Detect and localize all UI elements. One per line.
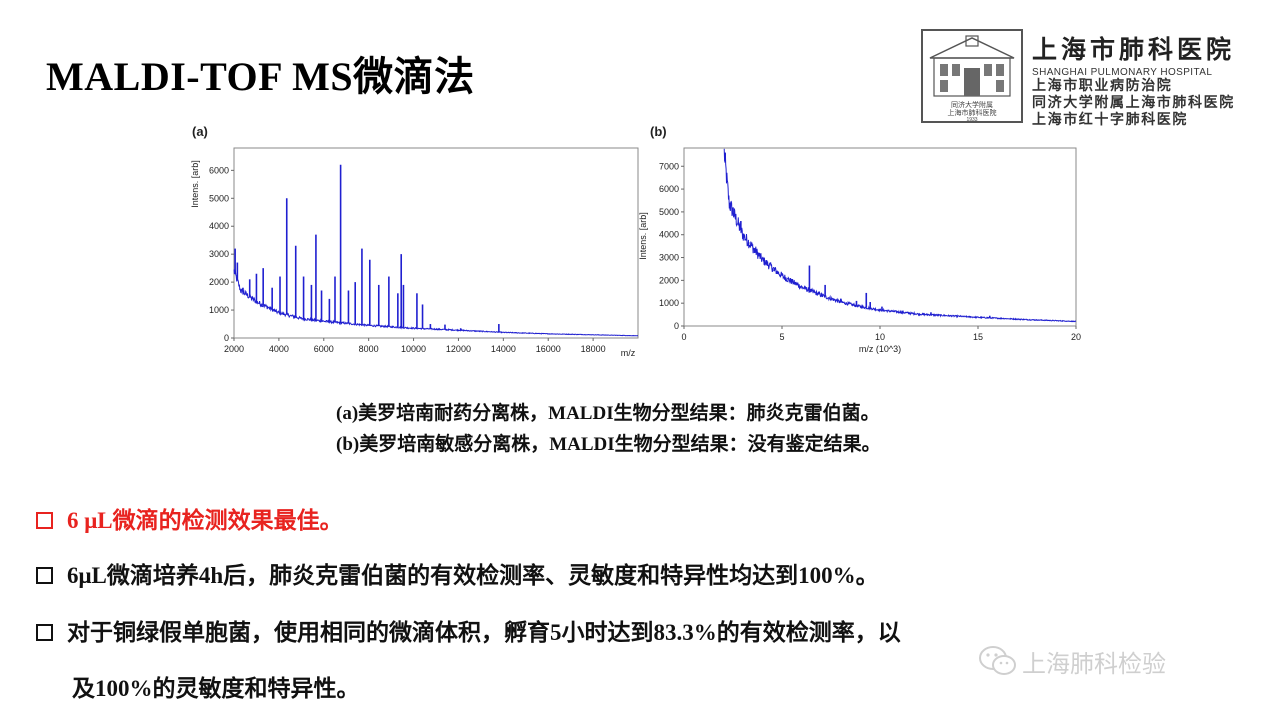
x-tick-label: 10000 <box>401 344 426 354</box>
x-tick-label: 6000 <box>314 344 334 354</box>
y-axis-label: Intens. [arb] <box>638 212 648 260</box>
panel-label: (a) <box>192 124 208 139</box>
spectrum-chart-a: 0 1000 2000 3000 4000 5000 6000 2000 4000 6000 800… <box>190 124 639 358</box>
bullet-2-text: 6μL微滴培养4h后，肺炎克雷伯菌的有效检测率、灵敏度和特异性均达到100%。 <box>67 563 879 588</box>
spectrum-trace <box>723 148 1077 323</box>
x-axis-label: m/z (10^3) <box>859 344 901 354</box>
bullet-3: 对于铜绿假单胞菌，使用相同的微滴体积，孵育5小时达到83.3%的有效检测率，以 <box>36 606 901 660</box>
y-tick-label: 2000 <box>209 277 229 287</box>
slide-title: MALDI-TOF MS微滴法 <box>46 54 475 99</box>
hospital-line-2: 同济大学附属上海市肺科医院 <box>1032 96 1235 111</box>
figure-caption: (a)美罗培南耐药分离株，MALDI生物分型结果：肺炎克雷伯菌。 (b)美罗培南… <box>336 398 881 460</box>
hospital-line-3: 上海市红十字肺科医院 <box>1032 113 1188 128</box>
y-tick-label: 5000 <box>209 193 229 203</box>
hospital-line-1: 上海市职业病防治院 <box>1032 79 1173 94</box>
x-tick-label: 10 <box>875 332 885 342</box>
x-tick-label: 0 <box>681 332 686 342</box>
x-tick-label: 8000 <box>359 344 379 354</box>
wechat-watermark: 上海肺科检验 <box>978 642 1258 682</box>
caption-line-b: (b)美罗培南敏感分离株，MALDI生物分型结果：没有鉴定结果。 <box>336 434 881 455</box>
bullet-3-text: 对于铜绿假单胞菌，使用相同的微滴体积，孵育5小时达到83.3%的有效检测率，以 <box>67 620 901 645</box>
y-axis-label: Intens. [arb] <box>190 160 200 208</box>
checkbox-square-icon <box>36 512 53 529</box>
y-tick-label: 0 <box>674 321 679 331</box>
y-tick-label: 2000 <box>659 275 679 285</box>
x-tick-label: 20 <box>1071 332 1081 342</box>
spectrum-trace <box>233 269 639 337</box>
y-tick-label: 4000 <box>659 230 679 240</box>
bullet-3-continuation: 及100%的灵敏度和特异性。 <box>72 676 360 701</box>
x-tick-label: 18000 <box>581 344 606 354</box>
y-tick-label: 0 <box>224 333 229 343</box>
y-tick-label: 1000 <box>659 298 679 308</box>
spectrum-chart-b: 0 1000 2000 3000 4000 5000 6000 7000 0 5 10 15 20 m/z… <box>638 124 1081 354</box>
y-tick-label: 3000 <box>659 253 679 263</box>
x-tick-label: 12000 <box>446 344 471 354</box>
seal-year: 1933 <box>966 117 977 123</box>
bullet-1: 6 μL微滴的检测效果最佳。 <box>36 494 343 548</box>
plot-frame <box>233 147 639 339</box>
y-tick-label: 4000 <box>209 221 229 231</box>
y-tick-label: 5000 <box>659 207 679 217</box>
x-tick-label: 4000 <box>269 344 289 354</box>
x-tick-label: 14000 <box>491 344 516 354</box>
x-axis-label: m/z <box>621 348 636 358</box>
seal-line-1: 同济大学附属 <box>951 100 993 109</box>
y-tick-label: 3000 <box>209 249 229 259</box>
y-tick-label: 6000 <box>209 165 229 175</box>
bullet-1-text: 6 μL微滴的检测效果最佳。 <box>67 508 343 533</box>
panel-label: (b) <box>650 124 667 139</box>
x-tick-label: 5 <box>779 332 784 342</box>
caption-line-a: (a)美罗培南耐药分离株，MALDI生物分型结果：肺炎克雷伯菌。 <box>336 403 880 424</box>
hospital-logo: 同济大学附属 上海市肺科医院 1933 上海市肺科医院 SHANGHAI PUL… <box>920 28 1233 128</box>
y-tick-label: 7000 <box>659 161 679 171</box>
wechat-icon <box>979 646 1016 675</box>
hospital-building-emblem: 同济大学附属 上海市肺科医院 1933 <box>921 29 1023 123</box>
y-tick-label: 1000 <box>209 305 229 315</box>
checkbox-square-icon <box>36 567 53 584</box>
x-tick-label: 15 <box>973 332 983 342</box>
watermark-text: 上海肺科检验 <box>1022 650 1166 678</box>
x-tick-label: 2000 <box>224 344 244 354</box>
x-tick-label: 16000 <box>536 344 561 354</box>
checkbox-square-icon <box>36 624 53 641</box>
hospital-name-en: SHANGHAI PULMONARY HOSPITAL <box>1032 67 1213 78</box>
y-tick-label: 6000 <box>659 184 679 194</box>
hospital-name-cn: 上海市肺科医院 <box>1032 37 1236 64</box>
seal-line-2: 上海市肺科医院 <box>948 108 997 117</box>
bullet-2: 6μL微滴培养4h后，肺炎克雷伯菌的有效检测率、灵敏度和特异性均达到100%。 <box>36 549 879 603</box>
